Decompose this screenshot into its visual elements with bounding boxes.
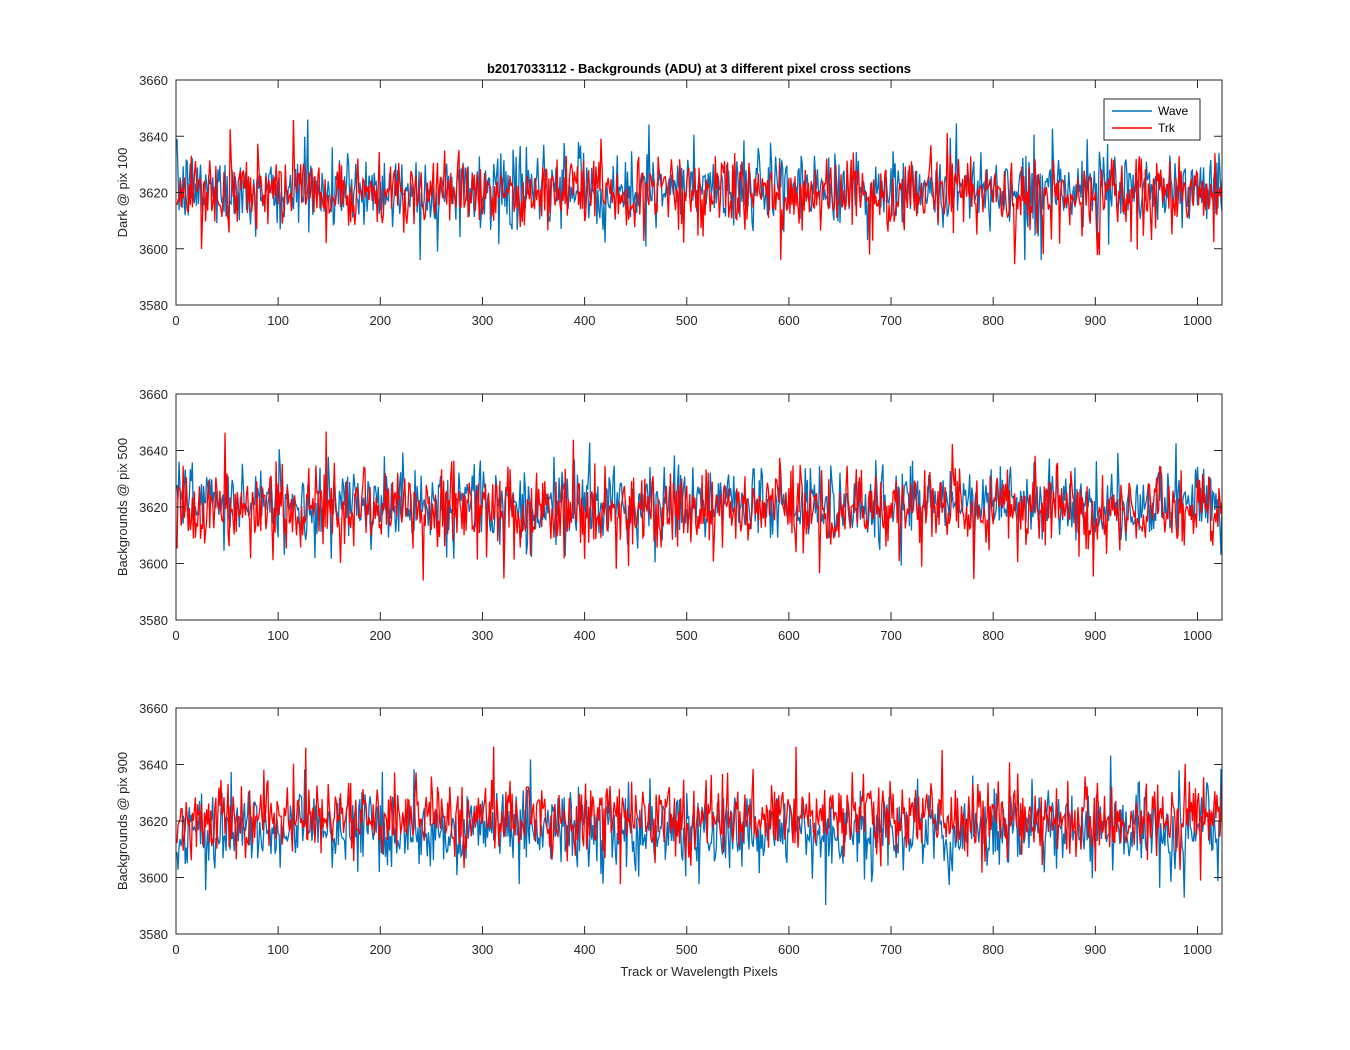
x-tick-label: 600 bbox=[778, 313, 800, 328]
y-tick-label: 3660 bbox=[139, 73, 168, 88]
x-tick-label: 200 bbox=[369, 628, 391, 643]
x-tick-label: 800 bbox=[982, 313, 1004, 328]
y-tick-label: 3660 bbox=[139, 701, 168, 716]
y-tick-label: 3620 bbox=[139, 500, 168, 515]
x-tick-label: 100 bbox=[267, 942, 289, 957]
x-tick-label: 1000 bbox=[1183, 628, 1212, 643]
x-tick-label: 800 bbox=[982, 628, 1004, 643]
series-line-trk bbox=[176, 746, 1222, 885]
y-tick-label: 3580 bbox=[139, 927, 168, 942]
series-line-trk bbox=[176, 120, 1222, 265]
y-axis-label: Backgrounds @ pix 500 bbox=[115, 438, 130, 576]
x-tick-label: 400 bbox=[574, 313, 596, 328]
x-tick-label: 500 bbox=[676, 942, 698, 957]
y-tick-label: 3640 bbox=[139, 444, 168, 459]
x-tick-label: 0 bbox=[172, 313, 179, 328]
x-tick-label: 0 bbox=[172, 942, 179, 957]
x-tick-label: 200 bbox=[369, 942, 391, 957]
x-tick-label: 400 bbox=[574, 942, 596, 957]
chart-title: b2017033112 - Backgrounds (ADU) at 3 dif… bbox=[487, 61, 911, 76]
x-tick-label: 1000 bbox=[1183, 313, 1212, 328]
x-tick-label: 500 bbox=[676, 313, 698, 328]
y-tick-label: 3580 bbox=[139, 298, 168, 313]
subplot-3: 0 100 200 300 400 500 600 700 800 900 1000 3580 3600… bbox=[115, 701, 1223, 957]
x-tick-label: 300 bbox=[472, 942, 494, 957]
series-line-trk bbox=[176, 431, 1222, 581]
y-tick-label: 3640 bbox=[139, 758, 168, 773]
y-tick-label: 3620 bbox=[139, 186, 168, 201]
x-tick-label: 200 bbox=[369, 313, 391, 328]
x-tick-label: 300 bbox=[472, 628, 494, 643]
x-tick-label: 700 bbox=[880, 942, 902, 957]
y-tick-label: 3640 bbox=[139, 129, 168, 144]
x-tick-label: 600 bbox=[778, 628, 800, 643]
x-tick-label: 300 bbox=[472, 313, 494, 328]
subplot-2: 0 100 200 300 400 500 600 700 800 900 1000 3580 3600… bbox=[115, 387, 1223, 643]
x-tick-label: 400 bbox=[574, 628, 596, 643]
y-tick-label: 3600 bbox=[139, 871, 168, 886]
y-axis-label: Dark @ pix 100 bbox=[115, 148, 130, 238]
x-tick-label: 600 bbox=[778, 942, 800, 957]
legend-label-trk: Trk bbox=[1158, 121, 1176, 135]
y-tick-label: 3620 bbox=[139, 814, 168, 829]
x-tick-label: 1000 bbox=[1183, 942, 1212, 957]
x-tick-label: 900 bbox=[1084, 313, 1106, 328]
y-tick-label: 3660 bbox=[139, 387, 168, 402]
x-axis-label: Track or Wavelength Pixels bbox=[620, 964, 778, 979]
y-axis-label: Backgrounds @ pix 900 bbox=[115, 752, 130, 890]
legend-label-wave: Wave bbox=[1158, 104, 1189, 118]
legend: Wave Trk bbox=[1103, 98, 1201, 141]
x-tick-label: 900 bbox=[1084, 628, 1106, 643]
subplot-1: 0 100 200 300 400 500 600 700 800 900 1000 3580 3600… bbox=[115, 73, 1223, 328]
x-tick-label: 700 bbox=[880, 628, 902, 643]
x-tick-label: 700 bbox=[880, 313, 902, 328]
x-tick-label: 800 bbox=[982, 942, 1004, 957]
x-tick-label: 100 bbox=[267, 628, 289, 643]
y-tick-label: 3580 bbox=[139, 613, 168, 628]
x-tick-label: 100 bbox=[267, 313, 289, 328]
legend-box bbox=[1103, 98, 1201, 141]
y-tick-label: 3600 bbox=[139, 557, 168, 572]
x-tick-label: 0 bbox=[172, 628, 179, 643]
x-tick-label: 500 bbox=[676, 628, 698, 643]
x-tick-label: 900 bbox=[1084, 942, 1106, 957]
y-tick-label: 3600 bbox=[139, 242, 168, 257]
